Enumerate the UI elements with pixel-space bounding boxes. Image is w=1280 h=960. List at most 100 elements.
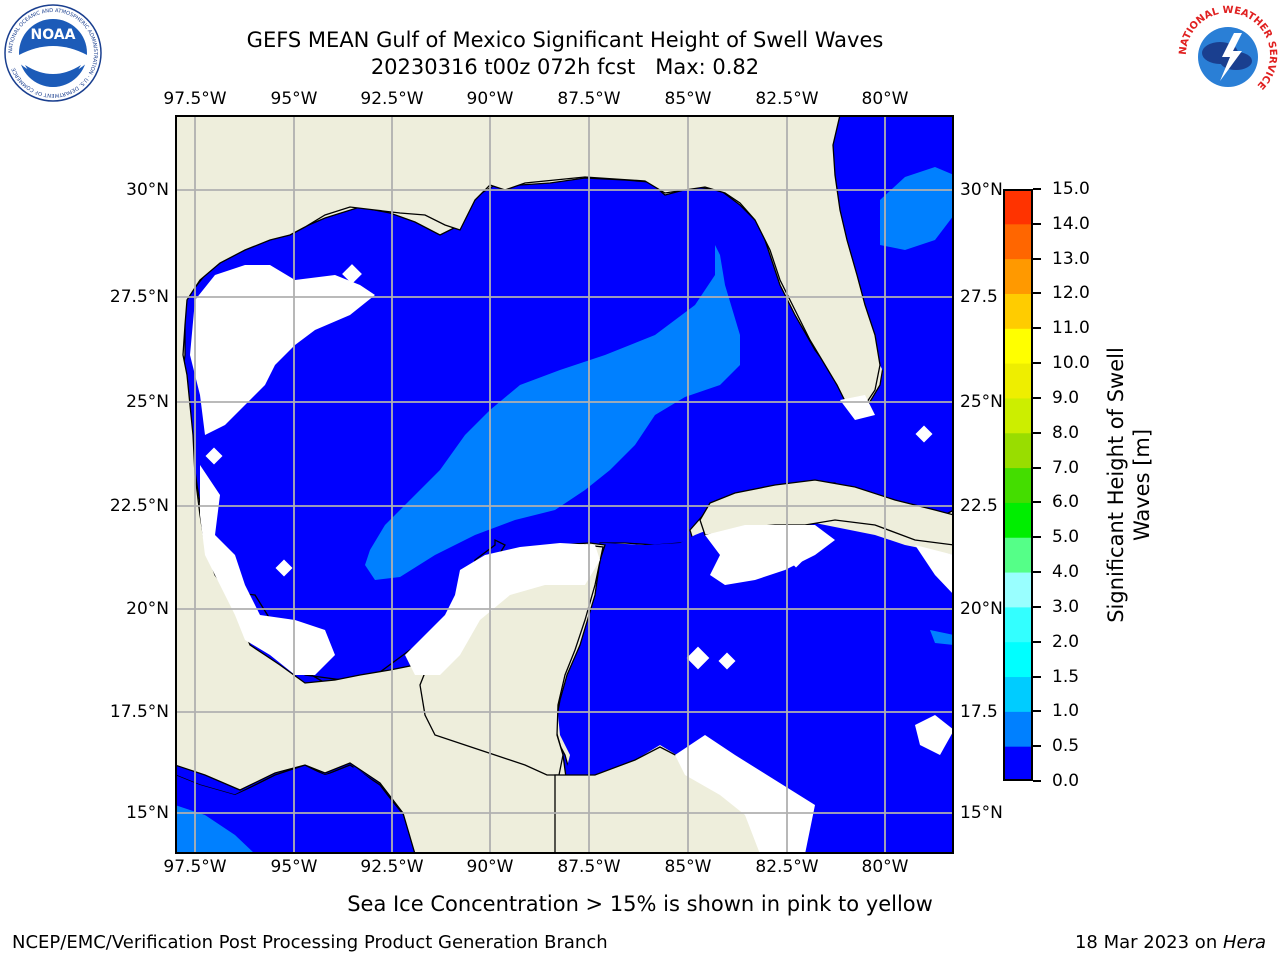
lat-tick-right: 30°N — [960, 180, 1003, 200]
colorbar-tick-mark — [1033, 222, 1041, 225]
nodata-island — [686, 646, 710, 670]
colorbar — [1003, 189, 1033, 781]
colorbar-tick-mark — [1033, 640, 1041, 643]
map-frame — [175, 115, 954, 854]
colorbar-tick-mark — [1033, 327, 1041, 330]
lat-tick-left: 17.5°N — [109, 702, 169, 722]
colorbar-tick-mark — [1033, 501, 1041, 504]
pacific-water — [175, 767, 415, 854]
lat-tick-right: 17.5 — [960, 702, 998, 722]
nodata-island — [787, 550, 805, 568]
colorbar-tick-label: 5.0 — [1052, 527, 1080, 548]
colorbar-segment — [1003, 397, 1033, 434]
colorbar-tick-label: 2.0 — [1052, 631, 1080, 652]
nodata-texas-shelf — [190, 265, 375, 435]
colorbar-segment — [1003, 189, 1033, 225]
colorbar-tick-label: 11.0 — [1052, 318, 1090, 339]
colorbar-tick-mark — [1033, 188, 1041, 190]
colorbar-segment — [1003, 676, 1033, 712]
colorbar-segment — [1003, 502, 1033, 538]
colorbar-segment — [1003, 223, 1033, 260]
colorbar-segment — [1003, 711, 1033, 747]
colorbar-tick-label: 14.0 — [1052, 213, 1090, 234]
colorbar-tick-label: 9.0 — [1052, 387, 1080, 408]
chart-subtitle: 20230316 t00z 072h fcst Max: 0.82 — [370, 55, 760, 79]
colorbar-tick-label: 3.0 — [1052, 596, 1080, 617]
lat-tick-right: 20°N — [960, 599, 1003, 619]
lon-tick-top: 85°W — [664, 89, 712, 109]
colorbar-tick-label: 4.0 — [1052, 562, 1080, 583]
caribbean-water — [557, 515, 954, 854]
colorbar-tick-label: 8.0 — [1052, 422, 1080, 443]
colorbar-tick-mark — [1033, 710, 1041, 713]
credit-date: 18 Mar 2023 on Hera — [1074, 932, 1266, 953]
credit-branch: NCEP/EMC/Verification Post Processing Pr… — [12, 932, 608, 953]
colorbar-segment — [1003, 293, 1033, 329]
lon-tick-top: 92.5°W — [360, 89, 424, 109]
lon-tick-bottom: 92.5°W — [360, 857, 424, 877]
nodata-yucatan — [405, 543, 600, 675]
colorbar-tick-label: 10.0 — [1052, 353, 1090, 374]
colorbar-tick-label: 12.0 — [1052, 283, 1090, 304]
colorbar-tick-mark — [1033, 396, 1041, 399]
colorbar-segment — [1003, 572, 1033, 608]
nodata-island — [718, 652, 736, 670]
colorbar-segment — [1003, 432, 1033, 469]
nodata-east-islands-2 — [915, 715, 954, 755]
lat-tick-left: 20°N — [126, 599, 169, 619]
lat-tick-right: 27.5 — [960, 287, 998, 307]
colorbar-tick-mark — [1033, 780, 1041, 782]
lat-tick-left: 25°N — [126, 392, 169, 412]
colorbar-segment — [1003, 746, 1033, 781]
lat-tick-left: 15°N — [126, 803, 169, 823]
nodata-cuba-south — [705, 525, 835, 585]
lon-tick-bottom: 80°W — [861, 857, 909, 877]
colorbar-segment — [1003, 258, 1033, 294]
sea-ice-note: Sea Ice Concentration > 15% is shown in … — [347, 892, 933, 916]
colorbar-tick-label: 15.0 — [1052, 179, 1090, 199]
colorbar-tick-mark — [1033, 431, 1041, 434]
lon-tick-top: 90°W — [466, 89, 514, 109]
colorbar-tick-mark — [1033, 536, 1041, 539]
colorbar-tick-label: 1.5 — [1052, 666, 1080, 687]
nws-logo: NATIONAL WEATHER SERVICE — [1178, 5, 1278, 105]
colorbar-tick-label: 13.0 — [1052, 248, 1090, 269]
nodata-honduras — [675, 735, 815, 854]
colorbar-tick-mark — [1033, 257, 1041, 260]
nodata-east-islands — [915, 545, 954, 595]
colorbar-tick-label: 1.0 — [1052, 701, 1080, 722]
swell-band-light — [365, 245, 740, 580]
colorbar-tick-mark — [1033, 292, 1041, 295]
lon-tick-top: 87.5°W — [557, 89, 621, 109]
nodata-island — [275, 559, 293, 577]
lat-tick-right: 15°N — [960, 803, 1003, 823]
colorbar-tick-mark — [1033, 745, 1041, 748]
grid-lines — [175, 115, 954, 854]
colorbar-tick-mark — [1033, 605, 1041, 608]
credit-host: Hera — [1222, 932, 1266, 953]
colorbar-tick-mark — [1033, 675, 1041, 678]
noaa-logo: NATIONAL OCEANIC AND ATMOSPHERIC ADMINIS… — [4, 4, 102, 102]
colorbar-segment — [1003, 328, 1033, 364]
colorbar-tick-label: 0.0 — [1052, 771, 1080, 791]
chart-title: GEFS MEAN Gulf of Mexico Significant Hei… — [246, 28, 884, 52]
lon-tick-top: 95°W — [270, 89, 318, 109]
lon-tick-top: 97.5°W — [163, 89, 227, 109]
colorbar-label: Significant Height of Swell Waves [m] — [1104, 347, 1154, 623]
colorbar-tick-mark — [1033, 362, 1041, 365]
colorbar-segment — [1003, 363, 1033, 399]
lon-tick-bottom: 85°W — [664, 857, 712, 877]
gulf-of-mexico-swell-map — [175, 115, 954, 854]
colorbar-segment — [1003, 641, 1033, 678]
noaa-logo-text: NOAA — [31, 27, 76, 43]
colorbar-frame — [1003, 189, 1033, 781]
lon-tick-bottom: 87.5°W — [557, 857, 621, 877]
swell-patch-light-2 — [930, 630, 954, 645]
lon-tick-top: 80°W — [861, 89, 909, 109]
colorbar-tick-mark — [1033, 571, 1041, 574]
lat-tick-left: 30°N — [126, 180, 169, 200]
lat-tick-right: 25°N — [960, 392, 1003, 412]
colorbar-segment — [1003, 467, 1033, 503]
colorbar-tick-label: 0.5 — [1052, 736, 1080, 757]
colorbar-segment — [1003, 606, 1033, 643]
